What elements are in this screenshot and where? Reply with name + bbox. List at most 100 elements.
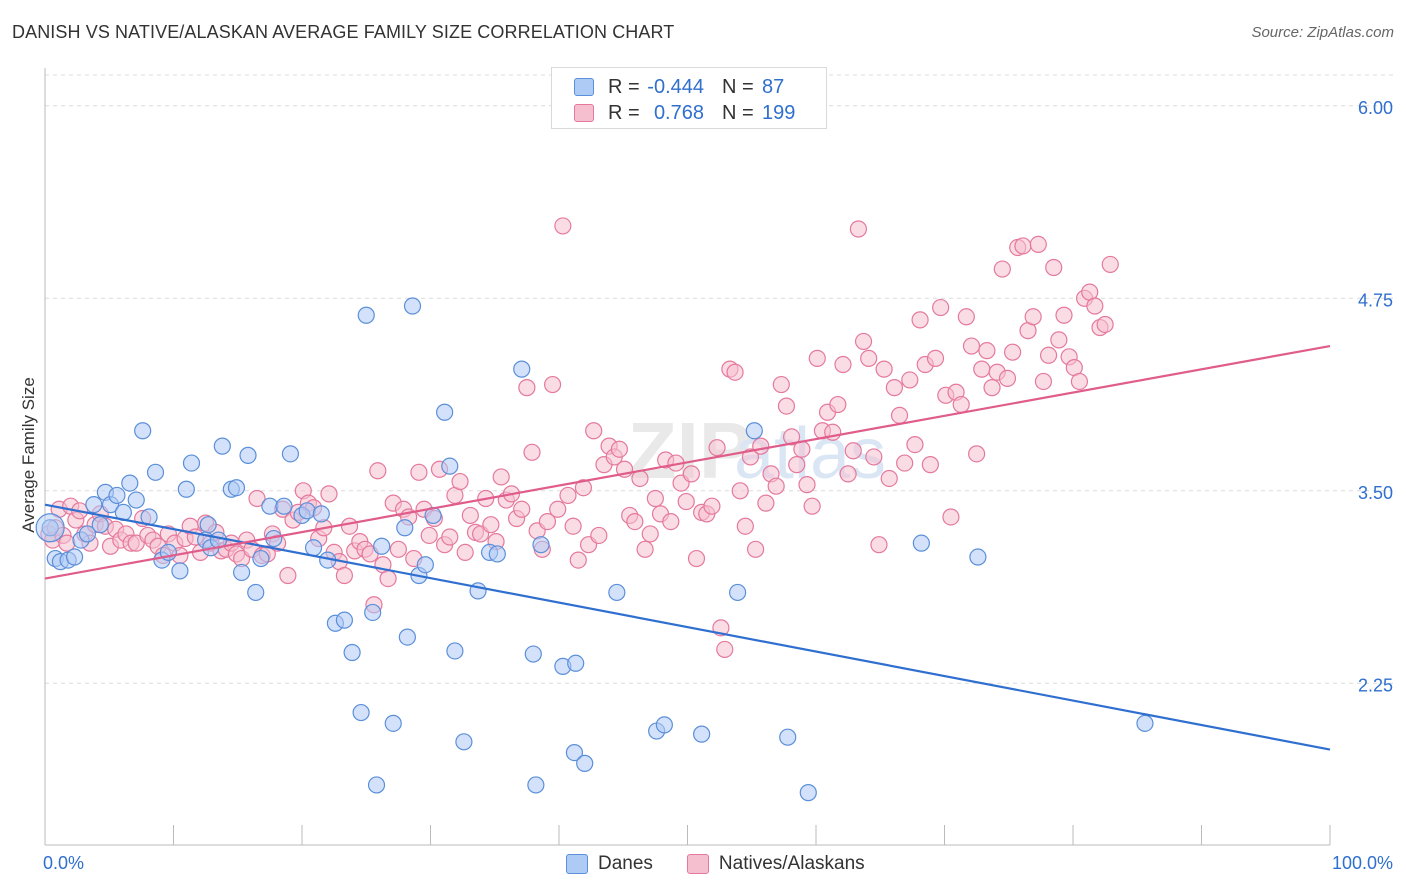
natives-point <box>875 360 893 378</box>
natives-point <box>538 512 557 531</box>
natives-point <box>703 497 721 515</box>
x-tick-label-end: 100.0% <box>1332 853 1393 873</box>
watermark: ZIP atlas <box>628 406 886 495</box>
natives-point <box>708 439 726 457</box>
natives-point <box>1024 308 1042 326</box>
natives-point <box>564 517 582 535</box>
danes-swatch <box>574 78 594 96</box>
danes-point <box>441 457 459 475</box>
natives-point <box>513 500 531 518</box>
danes-point <box>85 496 103 514</box>
danes-legend-swatch <box>566 854 588 874</box>
danes-point <box>275 497 293 515</box>
natives-point <box>1101 255 1119 274</box>
danes-point <box>446 642 464 660</box>
natives-point <box>482 516 500 534</box>
natives-point <box>461 506 479 525</box>
danes-point <box>182 454 201 472</box>
natives-point <box>942 508 960 526</box>
natives-point <box>798 476 816 494</box>
natives-point <box>896 454 914 472</box>
natives-point <box>1050 331 1068 349</box>
natives-point <box>870 536 888 554</box>
natives-point <box>646 489 664 508</box>
stats-legend: R = -0.444 N = 87 R = 0.768 N = 199 <box>551 67 827 129</box>
natives-point <box>752 437 770 455</box>
natives-trend-line <box>44 344 1331 580</box>
natives-point <box>808 349 826 367</box>
natives-point <box>849 220 868 238</box>
danes-point <box>171 562 189 580</box>
natives-point <box>1034 372 1053 391</box>
natives-point <box>716 640 734 659</box>
natives-point <box>554 217 572 235</box>
natives-point <box>492 468 510 486</box>
natives-point <box>865 448 883 466</box>
y-tick-label: 2.25 <box>1358 675 1393 695</box>
natives-point <box>911 311 929 329</box>
danes-point <box>65 548 84 566</box>
danes-point <box>252 549 270 568</box>
natives-point <box>677 492 695 511</box>
natives-point <box>549 500 567 518</box>
natives-point <box>420 526 438 545</box>
natives-point <box>687 549 706 568</box>
danes-point <box>799 784 817 802</box>
danes-point <box>127 491 145 509</box>
natives-point <box>1039 346 1058 364</box>
danes-point <box>524 645 542 663</box>
natives-point <box>379 569 397 588</box>
legend-item-natives: Natives/Alaskans <box>686 853 865 875</box>
natives-point <box>641 525 659 543</box>
y-axis-label: Average Family Size <box>19 377 38 533</box>
y-tick-label: 6.00 <box>1358 98 1393 118</box>
danes-point <box>134 422 152 440</box>
natives-point <box>844 442 862 460</box>
natives-point <box>1014 237 1032 255</box>
natives-point <box>335 566 354 585</box>
danes-point <box>565 743 584 762</box>
natives-point <box>993 260 1011 278</box>
natives-point <box>978 342 996 360</box>
natives-point <box>932 298 950 317</box>
danes-point <box>1136 714 1154 732</box>
natives-point <box>834 355 852 374</box>
natives-swatch <box>574 104 594 122</box>
natives-point <box>518 379 536 397</box>
danes-point <box>373 537 391 555</box>
natives-point <box>369 462 387 480</box>
source-label: Source: ZipAtlas.com <box>1251 24 1394 41</box>
natives-point <box>590 526 608 545</box>
y-tick-label: 3.50 <box>1358 483 1393 503</box>
natives-point <box>854 332 873 351</box>
natives-point <box>921 456 939 474</box>
natives-legend-label: Natives/Alaskans <box>718 853 865 874</box>
natives-point <box>839 465 857 483</box>
natives-point <box>983 379 1001 397</box>
danes-point <box>108 486 126 505</box>
trend-lines <box>44 344 1331 751</box>
danes-point <box>912 534 930 552</box>
danes-point <box>199 516 217 534</box>
danes-point <box>969 548 987 566</box>
natives-point <box>906 436 924 454</box>
natives-point <box>901 371 919 389</box>
natives-point <box>998 369 1017 387</box>
natives-point <box>1070 372 1089 391</box>
natives-point <box>626 512 644 531</box>
natives-point <box>585 422 603 440</box>
r-value: -0.444 <box>647 75 704 98</box>
y-tick-label: 4.75 <box>1358 290 1393 310</box>
natives-point <box>782 428 801 446</box>
natives-point <box>890 406 909 424</box>
natives-point <box>1055 306 1073 324</box>
danes-point <box>177 480 195 498</box>
danes-point <box>304 539 323 557</box>
danes-legend-label: Danes <box>598 853 653 874</box>
danes-point <box>416 556 434 574</box>
danes-point <box>335 611 354 629</box>
danes-point <box>239 446 257 464</box>
natives-point <box>952 395 970 414</box>
r-label: R = <box>608 75 640 98</box>
